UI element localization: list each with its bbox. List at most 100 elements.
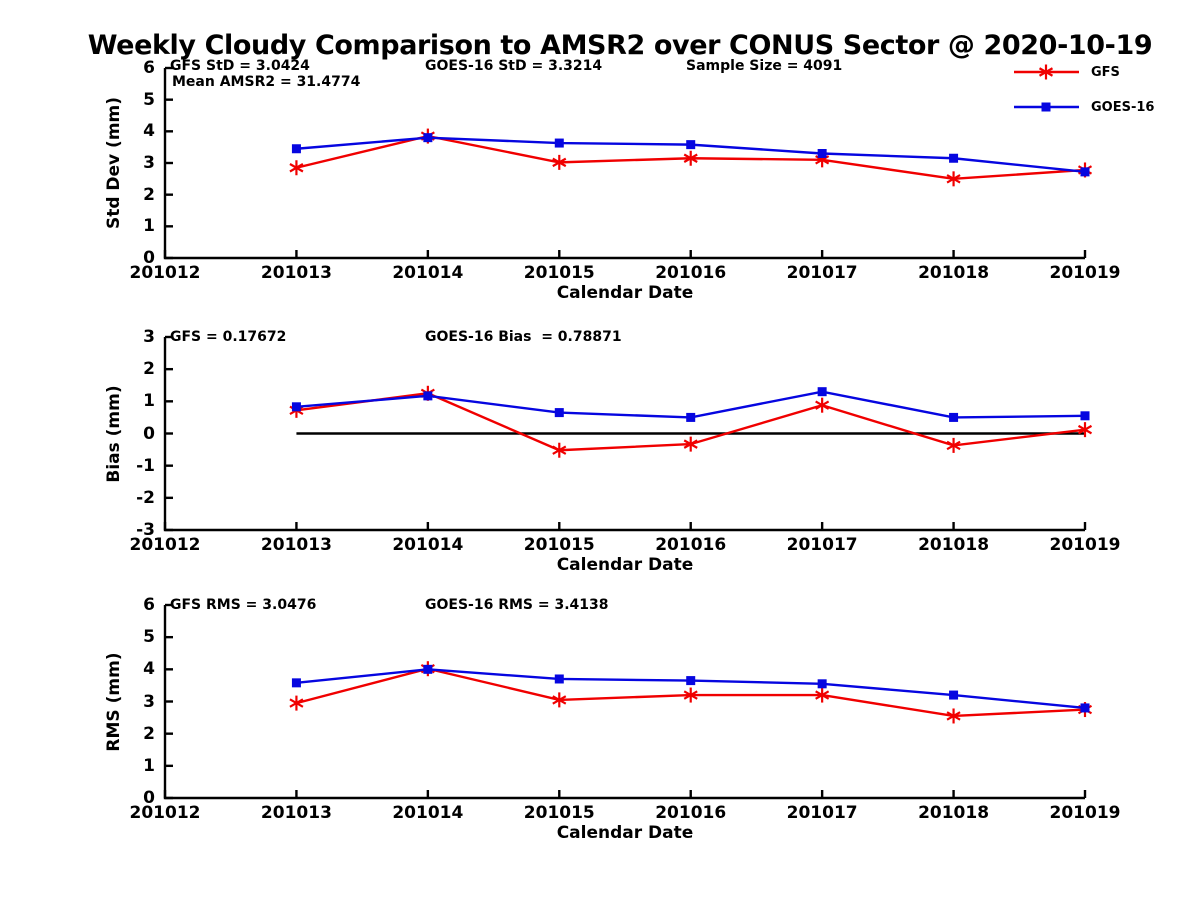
y-tick-label: 5 <box>143 627 155 648</box>
x-tick-label: 201018 <box>918 803 990 823</box>
asterisk-marker-icon <box>815 400 830 410</box>
square-marker-icon <box>554 408 564 418</box>
axis-spine <box>163 68 1085 260</box>
legend-item-goes16: GOES-16 <box>1013 96 1154 118</box>
y-tick-label: 6 <box>143 595 155 615</box>
x-tick-label: 201019 <box>1049 535 1121 555</box>
asterisk-marker-icon <box>815 690 830 700</box>
y-tick-label: 6 <box>143 58 155 78</box>
square-marker-icon <box>1080 167 1090 177</box>
annotation: GOES-16 Bias = 0.78871 <box>425 329 622 345</box>
square-marker-icon <box>291 678 301 688</box>
chart-title: Weekly Cloudy Comparison to AMSR2 over C… <box>87 30 1153 61</box>
x-tick-label: 201013 <box>260 803 332 823</box>
x-tick-label: 201017 <box>786 263 858 283</box>
annotation: Sample Size = 4091 <box>686 58 843 74</box>
asterisk-marker-icon <box>1038 67 1054 77</box>
square-marker-icon <box>817 149 827 158</box>
asterisk-marker-icon <box>683 439 698 449</box>
x-tick-label: 201019 <box>1049 263 1121 283</box>
x-tick-label: 201018 <box>918 263 990 283</box>
y-axis-label: Bias (mm) <box>104 384 124 483</box>
gfs-line-marker-icon <box>1014 64 1079 80</box>
asterisk-marker-icon <box>552 157 567 168</box>
goes16-line-marker-icon <box>1014 102 1079 112</box>
x-tick-label: 201017 <box>786 803 858 823</box>
x-tick-label: 201014 <box>392 803 464 823</box>
x-tick-label: 201018 <box>918 535 990 555</box>
square-marker-icon <box>291 144 301 154</box>
annotation: GFS = 0.17672 <box>170 329 287 345</box>
asterisk-marker-icon <box>683 153 698 163</box>
annotation: GFS RMS = 3.0476 <box>170 597 317 613</box>
y-tick-label: 0 <box>143 788 155 808</box>
y-tick-label: 2 <box>143 723 155 744</box>
square-marker-icon <box>1041 102 1051 112</box>
square-marker-icon <box>1080 703 1090 713</box>
y-tick-label: 4 <box>143 659 155 680</box>
y-tick-label: -2 <box>136 487 155 508</box>
annotation: GOES-16 StD = 3.3214 <box>425 58 603 74</box>
legend: GFS GOES-16 <box>1013 61 1154 118</box>
y-tick-label: 3 <box>143 153 155 173</box>
y-axis-label: Std Dev (mm) <box>104 96 124 230</box>
square-marker-icon <box>817 679 827 689</box>
asterisk-marker-icon <box>1077 424 1093 435</box>
square-marker-icon <box>1080 411 1090 421</box>
asterisk-marker-icon <box>946 174 961 184</box>
square-marker-icon <box>423 133 433 143</box>
x-tick-label: 201015 <box>523 263 595 283</box>
x-tick-label: 201016 <box>655 535 727 555</box>
square-marker-icon <box>554 674 564 684</box>
annotation: GOES-16 RMS = 3.4138 <box>425 597 609 613</box>
x-tick-label: 201012 <box>129 263 201 283</box>
x-tick-label: 201015 <box>523 803 595 823</box>
y-axis-label: RMS (mm) <box>104 651 124 752</box>
y-tick-label: 3 <box>143 327 155 347</box>
x-axis-label: Calendar Date <box>556 283 694 303</box>
y-tick-label: 0 <box>143 423 155 444</box>
asterisk-marker-icon <box>946 440 961 451</box>
y-tick-label: 4 <box>143 121 155 142</box>
x-tick-label: 201016 <box>655 803 727 823</box>
asterisk-marker-icon <box>552 445 567 455</box>
asterisk-marker-icon <box>552 695 567 705</box>
square-marker-icon <box>949 153 959 163</box>
x-tick-label: 201013 <box>260 535 332 555</box>
y-tick-label: 1 <box>143 391 155 412</box>
square-marker-icon <box>554 138 564 148</box>
x-tick-label: 201013 <box>260 263 332 283</box>
y-tick-label: -1 <box>136 455 155 476</box>
y-tick-label: 0 <box>143 248 155 268</box>
asterisk-marker-icon <box>289 698 304 708</box>
legend-label-gfs: GFS <box>1091 64 1120 80</box>
annotation: GFS StD = 3.0424 <box>170 58 310 74</box>
square-marker-icon <box>686 676 696 686</box>
y-tick-label: 1 <box>143 216 155 237</box>
square-marker-icon <box>817 387 827 397</box>
x-tick-label: 201012 <box>129 535 201 555</box>
x-tick-label: 201017 <box>786 535 858 555</box>
x-tick-label: 201014 <box>392 263 464 283</box>
y-tick-label: 2 <box>143 359 155 380</box>
legend-item-gfs: GFS <box>1013 61 1154 83</box>
y-tick-label: 5 <box>143 89 155 110</box>
x-tick-label: 201012 <box>129 803 201 823</box>
x-axis-label: Calendar Date <box>556 823 694 843</box>
square-marker-icon <box>423 664 433 674</box>
asterisk-marker-icon <box>289 163 304 173</box>
square-marker-icon <box>291 402 301 412</box>
asterisk-marker-icon <box>683 690 698 700</box>
annotation: Mean AMSR2 = 31.4774 <box>172 74 361 90</box>
square-marker-icon <box>949 412 959 422</box>
square-marker-icon <box>686 412 696 422</box>
x-tick-label: 201019 <box>1049 803 1121 823</box>
square-marker-icon <box>686 140 696 150</box>
x-tick-label: 201016 <box>655 263 727 283</box>
square-marker-icon <box>423 391 433 401</box>
x-axis-label: Calendar Date <box>556 555 694 575</box>
y-tick-label: 3 <box>143 691 155 712</box>
x-tick-label: 201014 <box>392 535 464 555</box>
